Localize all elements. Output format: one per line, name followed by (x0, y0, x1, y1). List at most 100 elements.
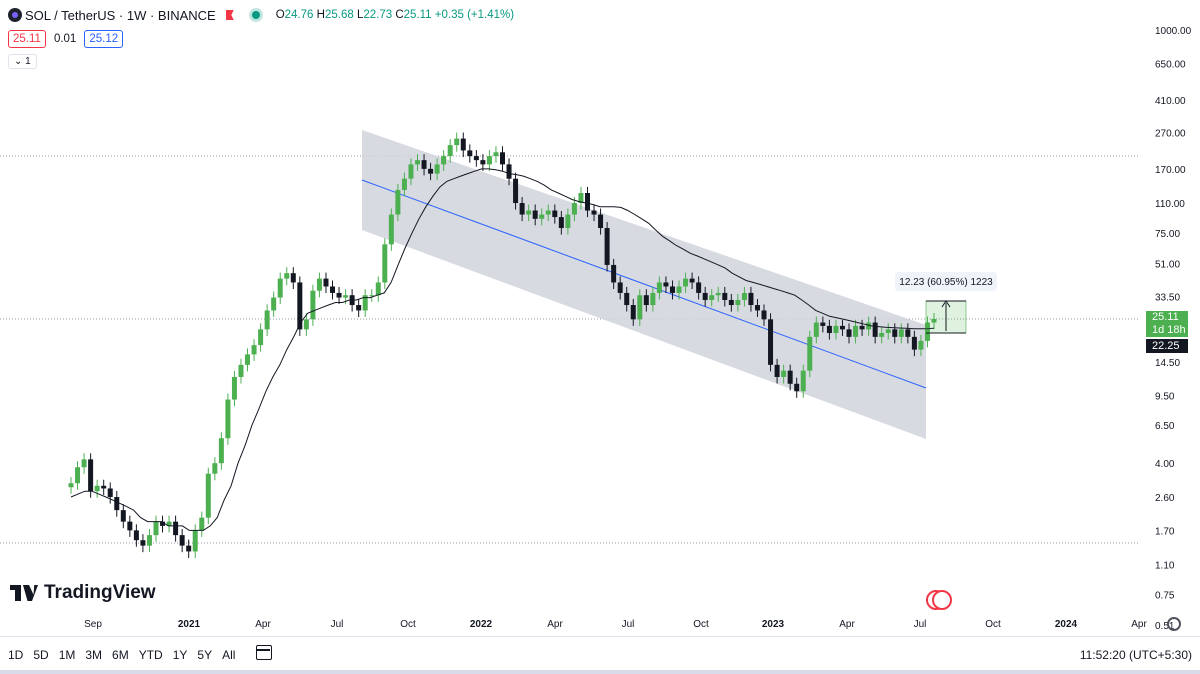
candle-body (565, 214, 571, 229)
candle-body (238, 364, 244, 377)
sol-icon (8, 8, 22, 22)
candle-body (205, 473, 211, 518)
candle-body (768, 319, 774, 365)
candle-body (114, 497, 120, 511)
candle-body (846, 329, 852, 337)
candle-body (94, 485, 100, 492)
candle-body (813, 322, 819, 337)
candle-body (794, 383, 800, 392)
candle-body (761, 310, 767, 320)
time-axis-label: 2022 (470, 619, 493, 630)
price-axis-label: 1.70 (1155, 526, 1175, 537)
candle-body (120, 510, 126, 522)
candle-body (199, 517, 205, 531)
candle-body (866, 322, 872, 330)
price-axis-label: 4.00 (1155, 459, 1175, 470)
candle-body (101, 485, 107, 489)
time-axis-label: Apr (1131, 619, 1147, 630)
candle-body (441, 156, 447, 165)
indicators-toggle[interactable]: ⌄ 1 (8, 54, 37, 69)
candle-body (493, 152, 499, 157)
time-axis-label: 2021 (178, 619, 201, 630)
candle-body (728, 299, 734, 306)
open-value: 24.76 (284, 9, 314, 21)
candle-body (271, 297, 277, 311)
candle-body (362, 295, 368, 311)
watermark-text: TradingView (44, 582, 156, 603)
range-1m[interactable]: 1M (58, 648, 76, 662)
candle-body (689, 278, 695, 283)
candle-body (336, 292, 342, 298)
clock-timezone[interactable]: 11:52:20 (UTC+5:30) (1079, 648, 1192, 662)
candle-body (748, 292, 754, 306)
buy-button[interactable]: 25.12 (84, 30, 124, 48)
range-1y[interactable]: 1Y (172, 648, 188, 662)
candle-body (833, 325, 839, 334)
candle-body (918, 340, 924, 350)
candle-body (395, 189, 401, 215)
price-chart[interactable]: 12.23 (60.95%) 1223 2400.001600.001000.0… (0, 0, 1200, 636)
candle-body (454, 138, 460, 146)
candle-body (656, 282, 662, 293)
candle-body (754, 305, 760, 311)
price-axis-label: 51.00 (1155, 259, 1180, 270)
candle-body (683, 278, 689, 287)
range-ytd[interactable]: YTD (138, 648, 163, 662)
flag-icon[interactable] (225, 10, 234, 20)
range-6m[interactable]: 6M (112, 648, 129, 662)
candle-body (885, 329, 891, 334)
candle-body (591, 210, 597, 215)
candle-body (133, 530, 139, 541)
price-axis-label: 75.00 (1155, 229, 1180, 240)
candle-body (735, 299, 741, 306)
settings-gear-icon[interactable] (1167, 617, 1181, 631)
last-price-value: 25.11 (1152, 311, 1179, 323)
regression-line[interactable] (361, 179, 927, 389)
candle-body (539, 214, 545, 219)
time-axis-label: Oct (693, 619, 709, 630)
measure-tool[interactable]: 12.23 (60.95%) 1223 (895, 272, 997, 334)
candle-body (284, 273, 290, 279)
candle-body (160, 521, 166, 526)
symbol-title[interactable]: SOL / TetherUS · 1W · BINANCE (25, 7, 216, 23)
candle-body (545, 210, 551, 215)
time-axis-label: Apr (839, 619, 855, 630)
candle-body (558, 217, 564, 229)
range-all[interactable]: All (222, 648, 236, 662)
price-axis-label: 1000.00 (1155, 26, 1192, 37)
candle-body (800, 370, 806, 392)
calendar-icon[interactable] (256, 645, 272, 660)
range-5d[interactable]: 5D (33, 648, 49, 662)
range-1d[interactable]: 1D (8, 648, 24, 662)
events-icon[interactable] (926, 590, 952, 610)
price-axis-label: 14.50 (1155, 358, 1180, 369)
candle-body (88, 459, 94, 492)
candle-body (807, 336, 813, 371)
candle-body (872, 322, 878, 337)
candle-body (584, 193, 590, 211)
price-axis[interactable]: 2400.001600.001000.00650.00410.00270.001… (1155, 0, 1192, 632)
time-axis[interactable]: Sep 2021 Apr Jul Oct 2022 Apr Jul Oct 2023 Apr Jul O… (84, 619, 1147, 630)
candle-body (617, 282, 623, 293)
time-axis-label: Jul (622, 619, 635, 630)
candle-body (709, 295, 715, 300)
price-axis-label: 650.00 (1155, 60, 1186, 71)
candle-body (715, 292, 721, 296)
last-price-tag: 25.11 1d 18h (1146, 311, 1188, 337)
candle-body (741, 292, 747, 300)
price-axis-label: 110.00 (1155, 199, 1185, 210)
crosshair-price-tag: 22.25 (1146, 339, 1188, 353)
candle-body (186, 545, 192, 552)
price-axis-label: 2.60 (1155, 493, 1175, 504)
tradingview-watermark: TradingView (10, 582, 156, 604)
price-axis-label: 33.50 (1155, 292, 1180, 303)
range-3m[interactable]: 3M (85, 648, 103, 662)
sell-button[interactable]: 25.11 (8, 30, 46, 48)
price-axis-label: 0.51 (1155, 621, 1175, 632)
candle-body (722, 292, 728, 300)
change-value: +0.35 (+1.41%) (434, 9, 515, 21)
candle-body (571, 203, 577, 215)
candle-body (480, 160, 486, 165)
range-5y[interactable]: 5Y (197, 648, 213, 662)
time-axis-label: Jul (914, 619, 927, 630)
